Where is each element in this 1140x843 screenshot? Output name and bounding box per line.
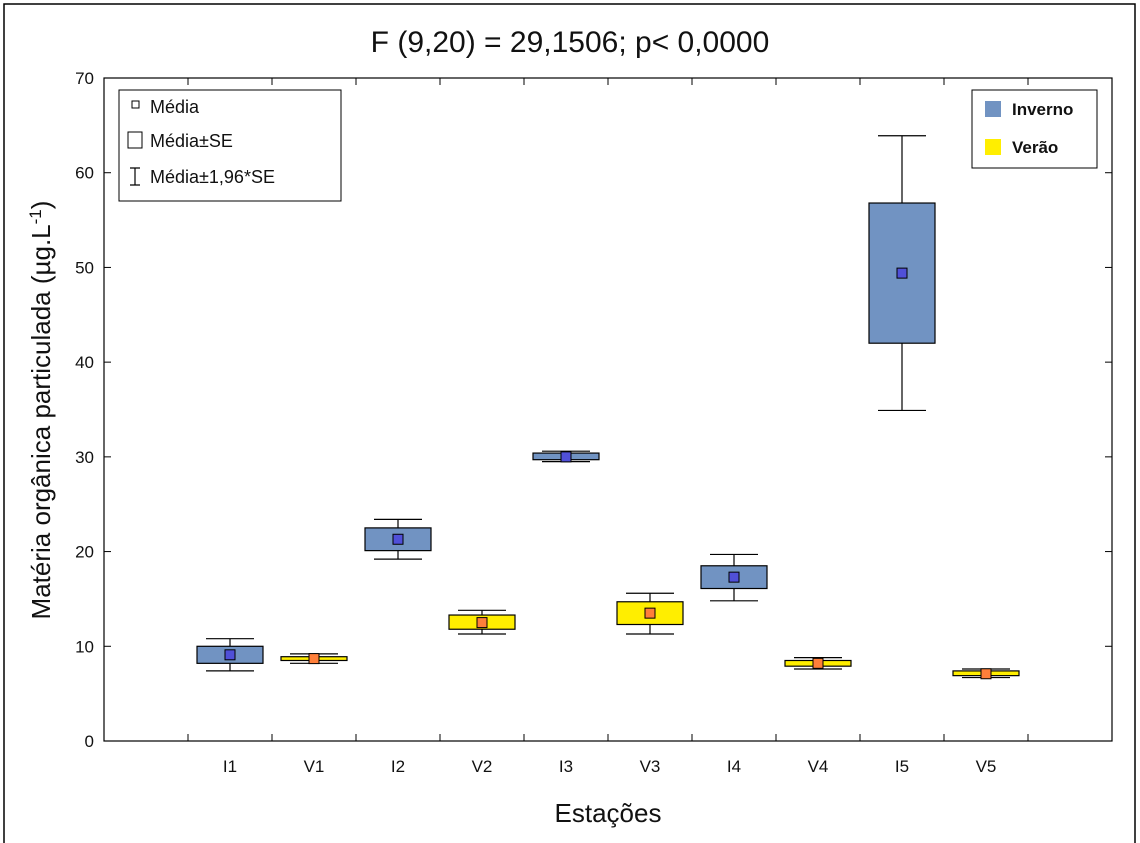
legend-mean-symbol <box>131 100 140 109</box>
x-tick-label: I4 <box>727 757 741 776</box>
legend-ci-label: Média±1,96*SE <box>150 167 275 187</box>
legend-inverno-label: Inverno <box>1012 100 1073 119</box>
mean-marker <box>644 607 656 619</box>
x-axis: I1 V1 I2 V2 I3 V3 I4 V4 I5 V5 <box>187 78 1029 776</box>
legend-mean-label: Média <box>150 97 200 117</box>
box-v2 <box>448 609 516 635</box>
legend-verao-swatch <box>985 139 1001 155</box>
stats-legend: Média Média±SE Média±1,96*SE <box>118 89 342 202</box>
box-i1 <box>196 638 264 672</box>
y-axis-title-close: ) <box>26 201 56 210</box>
legend-inverno-swatch <box>985 101 1001 117</box>
box-i4 <box>700 553 768 602</box>
y-axis-title-sup: -1 <box>26 209 45 224</box>
box-i5 <box>868 135 936 412</box>
y-tick-label: 40 <box>75 353 94 372</box>
y-tick-label: 70 <box>75 69 94 88</box>
x-tick-label: V4 <box>808 757 829 776</box>
mean-marker <box>392 533 404 545</box>
x-tick-label: I3 <box>559 757 573 776</box>
y-tick-label: 0 <box>85 732 94 751</box>
x-tick-label: V5 <box>976 757 997 776</box>
x-tick-label: V1 <box>304 757 325 776</box>
legend-se-symbol <box>127 131 143 149</box>
y-axis-title-main: Matéria orgânica particulada (µg.L <box>26 224 56 619</box>
y-tick-label: 50 <box>75 258 94 277</box>
y-tick-label: 20 <box>75 543 94 562</box>
x-tick-label: I2 <box>391 757 405 776</box>
x-tick-label: I1 <box>223 757 237 776</box>
box-v1 <box>280 653 348 665</box>
y-tick-label: 60 <box>75 164 94 183</box>
y-tick-label: 30 <box>75 448 94 467</box>
legend-ci-symbol <box>130 167 140 186</box>
mean-marker <box>896 267 908 279</box>
box-v5 <box>952 668 1020 680</box>
y-tick-label: 10 <box>75 637 94 656</box>
mean-marker <box>980 668 992 680</box>
box-i3 <box>532 450 600 463</box>
box-v3 <box>616 592 684 635</box>
mean-marker <box>224 649 236 661</box>
box-v4 <box>784 657 852 670</box>
x-tick-label: I5 <box>895 757 909 776</box>
mean-marker <box>476 617 488 629</box>
stats-legend-box <box>118 89 342 202</box>
chart-title: F (9,20) = 29,1506; p< 0,0000 <box>371 26 770 59</box>
legend-se-label: Média±SE <box>150 131 233 151</box>
y-axis: 0 10 20 30 40 50 60 70 <box>75 69 1112 751</box>
x-tick-label: V2 <box>472 757 493 776</box>
mean-marker <box>728 571 740 583</box>
x-tick-label: V3 <box>640 757 661 776</box>
mean-marker <box>560 451 572 463</box>
box-i2 <box>364 518 432 560</box>
group-legend: Inverno Verão <box>971 89 1098 169</box>
legend-verao-label: Verão <box>1012 138 1058 157</box>
y-axis-title: Matéria orgânica particulada (µg.L-1) <box>26 201 56 620</box>
x-axis-title: Estações <box>555 798 662 828</box>
mean-marker <box>812 657 824 669</box>
box-marks <box>196 135 1020 680</box>
mean-marker <box>308 653 320 665</box>
